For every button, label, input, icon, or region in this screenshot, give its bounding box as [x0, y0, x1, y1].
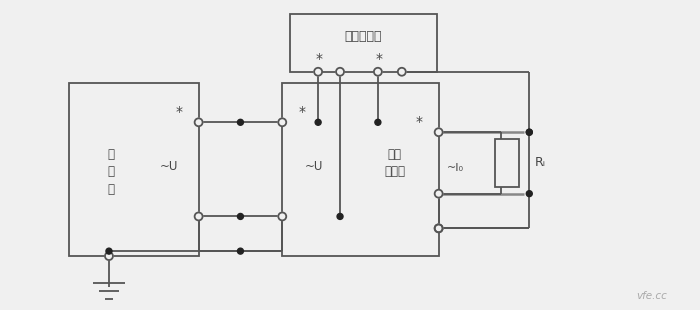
Circle shape: [435, 224, 442, 232]
Circle shape: [195, 118, 202, 126]
Circle shape: [237, 214, 244, 219]
Circle shape: [279, 212, 286, 220]
Text: 电压: 电压: [388, 148, 402, 161]
Text: ~I₀: ~I₀: [447, 163, 463, 173]
Text: ~U: ~U: [160, 160, 178, 173]
Circle shape: [336, 68, 344, 76]
Circle shape: [526, 191, 532, 197]
Circle shape: [375, 119, 381, 125]
Text: 号: 号: [108, 165, 115, 178]
Text: 标准相位计: 标准相位计: [344, 29, 382, 42]
Circle shape: [526, 129, 532, 135]
Text: *: *: [375, 52, 382, 66]
Text: *: *: [316, 52, 323, 66]
Bar: [495, 139, 519, 187]
Circle shape: [237, 248, 244, 254]
Circle shape: [105, 252, 113, 260]
Circle shape: [315, 119, 321, 125]
Circle shape: [337, 214, 343, 219]
Circle shape: [195, 212, 202, 220]
Circle shape: [237, 119, 244, 125]
Bar: [282, 83, 439, 256]
Text: *: *: [415, 115, 422, 129]
Text: 源: 源: [108, 183, 115, 196]
Circle shape: [314, 68, 322, 76]
Circle shape: [279, 118, 286, 126]
Text: *: *: [175, 105, 182, 119]
Circle shape: [435, 224, 442, 232]
Circle shape: [398, 68, 406, 76]
Text: vfe.cc: vfe.cc: [636, 291, 666, 301]
Text: ~U: ~U: [305, 160, 323, 173]
Bar: [69, 83, 199, 256]
Text: 信: 信: [108, 148, 115, 161]
Text: *: *: [299, 105, 306, 119]
Circle shape: [106, 248, 112, 254]
Text: Rᵢ: Rᵢ: [535, 157, 546, 170]
Text: 变送器: 变送器: [384, 165, 405, 178]
Circle shape: [526, 129, 532, 135]
Circle shape: [435, 128, 442, 136]
Bar: [290, 14, 437, 72]
Circle shape: [374, 68, 382, 76]
Circle shape: [435, 190, 442, 197]
